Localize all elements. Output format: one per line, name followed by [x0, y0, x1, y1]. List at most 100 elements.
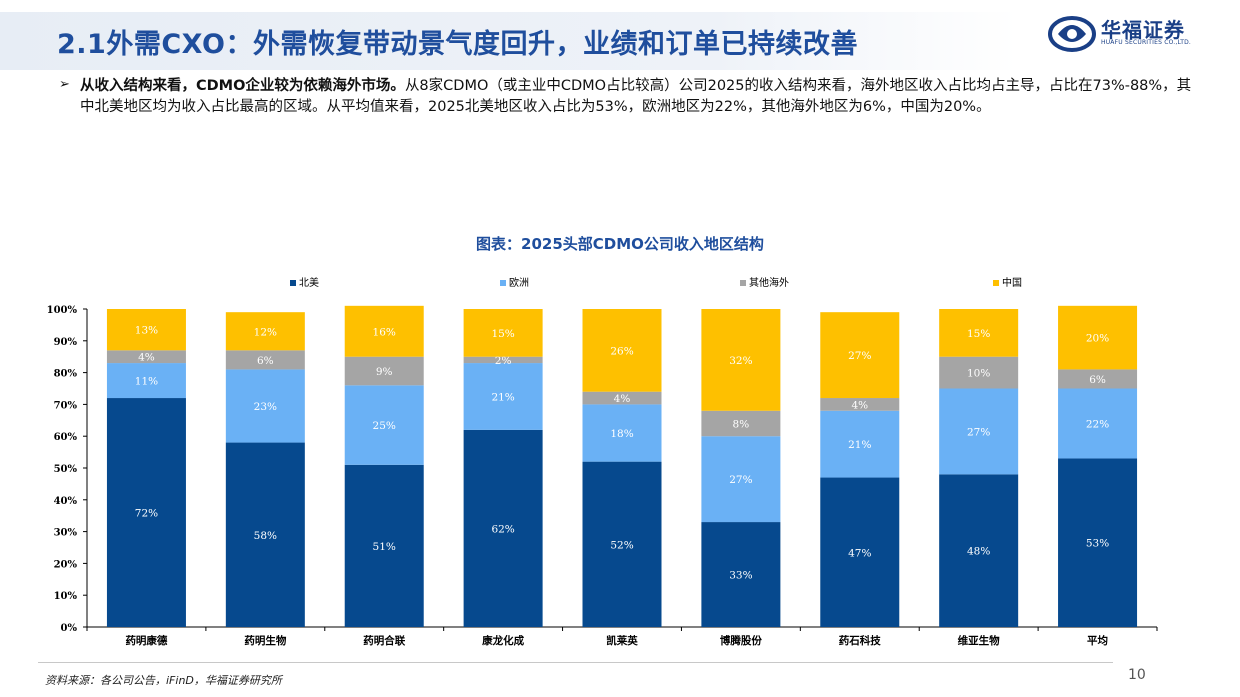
bar-segment	[582, 309, 662, 392]
bar-segment	[344, 385, 424, 465]
legend-swatch	[740, 280, 746, 286]
x-tick-label: 凯莱英	[606, 634, 638, 647]
data-label: 27%	[729, 474, 752, 486]
data-label: 33%	[729, 570, 752, 582]
data-label: 25%	[373, 420, 396, 432]
data-label: 10%	[967, 368, 990, 380]
x-tick-label: 维亚生物	[958, 634, 1000, 647]
data-label: 51%	[373, 541, 396, 553]
data-label: 16%	[373, 326, 396, 338]
logo-name: 华福证券	[1101, 18, 1185, 42]
bar-segment	[820, 410, 900, 478]
bar-segment	[939, 309, 1019, 357]
bar-segment	[463, 429, 543, 627]
data-label: 32%	[729, 355, 752, 367]
x-tick-label: 药石科技	[839, 634, 881, 647]
bar-segment	[344, 464, 424, 627]
data-label: 26%	[610, 345, 633, 357]
source-note: 资料来源：各公司公告，iFinD，华福证券研究所	[45, 674, 282, 687]
data-label: 21%	[848, 439, 871, 451]
bar-segment	[463, 363, 543, 430]
legend-swatch	[500, 280, 506, 286]
x-tick-label: 药明康德	[125, 634, 167, 647]
bar-segment	[701, 410, 781, 437]
y-tick-label: 30%	[54, 528, 78, 539]
bar-segment	[939, 388, 1019, 475]
bar-segment	[1058, 388, 1138, 459]
data-label: 27%	[967, 426, 990, 438]
data-label: 21%	[491, 391, 514, 403]
data-label: 53%	[1086, 538, 1109, 550]
y-tick-label: 0%	[61, 623, 78, 634]
data-label: 6%	[1089, 374, 1106, 386]
bar-segment	[820, 312, 900, 399]
data-label: 72%	[135, 508, 158, 520]
bar-segment	[463, 356, 543, 364]
bar-segment	[701, 522, 781, 627]
bar-segment	[582, 404, 662, 462]
y-tick-label: 80%	[54, 369, 78, 380]
x-tick-label: 平均	[1087, 634, 1108, 647]
data-label: 11%	[135, 376, 158, 388]
bar-segment	[225, 350, 305, 370]
y-tick-label: 40%	[54, 496, 78, 507]
legend-label: 欧洲	[509, 277, 529, 289]
data-label: 18%	[610, 428, 633, 440]
data-label: 52%	[610, 539, 633, 551]
footer-divider	[38, 662, 1113, 663]
bar-segment	[106, 363, 186, 399]
data-label: 2%	[495, 355, 512, 367]
bar-segment	[106, 309, 186, 351]
legend-label: 其他海外	[749, 276, 789, 289]
bar-segment	[820, 398, 900, 411]
y-tick-label: 100%	[47, 305, 78, 316]
data-label: 15%	[967, 328, 990, 340]
y-tick-label: 50%	[54, 464, 78, 475]
x-tick-label: 康龙化成	[482, 634, 524, 647]
legend-swatch	[290, 280, 296, 286]
bar-segment	[939, 356, 1019, 389]
data-label: 4%	[138, 352, 155, 364]
title-banner	[0, 12, 1018, 70]
data-label: 4%	[614, 393, 631, 405]
bar-segment	[1058, 305, 1138, 370]
bar-segment	[225, 442, 305, 627]
y-tick-label: 90%	[54, 337, 78, 348]
data-label: 6%	[257, 355, 274, 367]
bar-segment	[1058, 369, 1138, 389]
data-label: 22%	[1086, 418, 1109, 430]
bar-segment	[939, 474, 1019, 627]
bar-segment	[344, 356, 424, 386]
legend-label: 中国	[1002, 276, 1022, 289]
data-label: 13%	[135, 325, 158, 337]
chart-title: 图表：2025头部CDMO公司收入地区结构	[476, 235, 764, 253]
bar-segment	[1058, 458, 1138, 627]
data-label: 9%	[376, 366, 393, 378]
page-number: 10	[1128, 667, 1146, 683]
bar-segment	[582, 391, 662, 405]
bar-segment	[701, 309, 781, 411]
logo-subtitle: HUAFU SECURITIES CO.,LTD.	[1101, 39, 1192, 46]
x-tick-label: 药明合联	[363, 634, 405, 647]
data-label: 20%	[1086, 333, 1109, 345]
x-tick-label: 博腾股份	[720, 634, 762, 647]
y-tick-label: 20%	[54, 559, 78, 570]
bar-segment	[106, 350, 186, 364]
bullet-marker-icon: ➢	[59, 77, 70, 92]
legend-swatch	[993, 280, 999, 286]
bar-segment	[344, 305, 424, 357]
data-label: 58%	[254, 530, 277, 542]
y-tick-label: 60%	[54, 432, 78, 443]
data-label: 15%	[491, 328, 514, 340]
data-label: 62%	[491, 523, 514, 535]
bar-segment	[582, 461, 662, 627]
data-label: 8%	[733, 418, 750, 430]
data-label: 47%	[848, 547, 871, 559]
page-title: 2.1外需CXO：外需恢复带动景气度回升，业绩和订单已持续改善	[57, 29, 858, 60]
bullet-bold-text: 从收入结构来看，CDMO企业较为依赖海外市场。	[80, 78, 405, 94]
data-label: 27%	[848, 350, 871, 362]
bullet-text: 从8家CDMO（或主业中CDMO占比较高）公司2025的收入结构来看，海外地区收…	[80, 78, 1192, 115]
bar-segment	[701, 436, 781, 523]
data-label: 23%	[254, 401, 277, 413]
